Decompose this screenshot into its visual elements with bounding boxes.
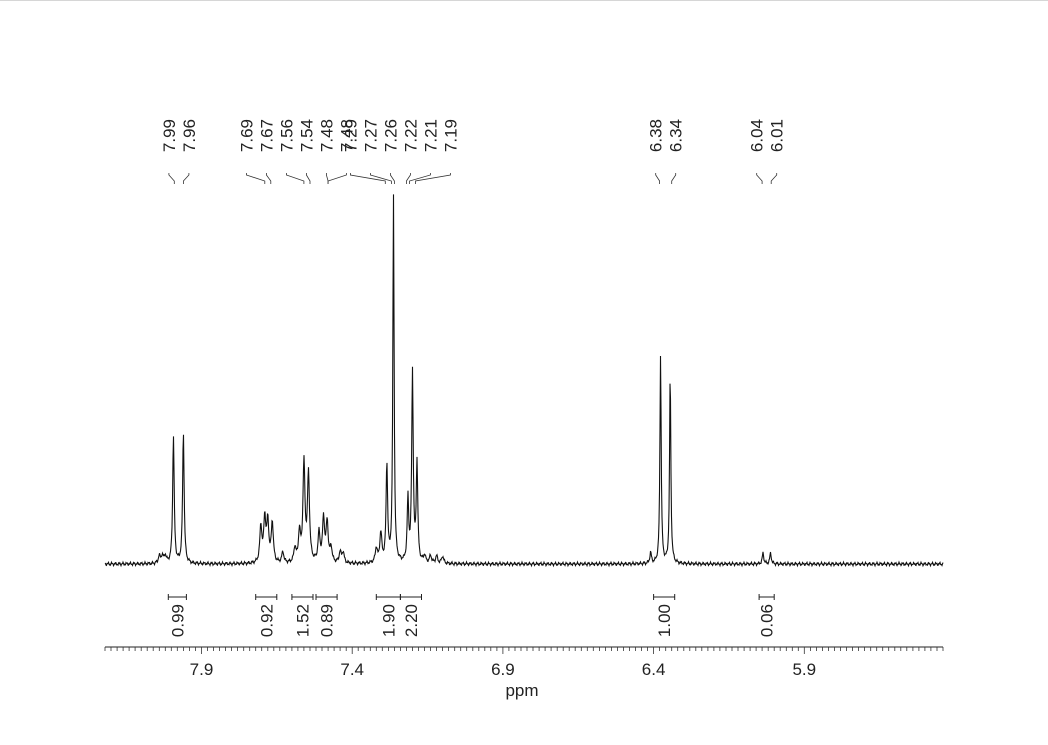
peak-label-connector bbox=[370, 173, 392, 184]
peak-label-connector bbox=[390, 173, 395, 184]
peak-label: 7.48 bbox=[337, 119, 356, 152]
x-tick-label: 7.9 bbox=[190, 660, 214, 679]
x-axis-label: ppm bbox=[505, 681, 538, 700]
peak-label: 7.19 bbox=[441, 119, 460, 152]
integral-bracket bbox=[375, 594, 401, 600]
x-tick-label: 6.4 bbox=[642, 660, 666, 679]
x-tick-label: 6.9 bbox=[491, 660, 515, 679]
peak-label-connector bbox=[246, 173, 266, 184]
integral-value: 0.99 bbox=[168, 604, 187, 637]
integral-bracket bbox=[315, 594, 338, 600]
x-axis: 7.9 7.4 6.9 6.4 5.9 bbox=[104, 646, 944, 679]
peak-label-connector bbox=[655, 173, 660, 184]
peak-label: 6.04 bbox=[748, 119, 767, 152]
peak-label: 7.96 bbox=[180, 119, 199, 152]
peak-label: 7.69 bbox=[237, 119, 256, 152]
integral-value: 0.89 bbox=[318, 604, 337, 637]
peak-label-connector bbox=[306, 173, 311, 184]
integral-bracket bbox=[653, 594, 676, 600]
peak-label: 7.67 bbox=[257, 119, 276, 152]
integral-bracket bbox=[167, 594, 187, 600]
peak-label-connector bbox=[770, 173, 778, 184]
integral-value: 2.20 bbox=[402, 604, 421, 637]
integral-group: 0.99 0.92 1.52 0.89 1.90 2.20 1.00 0.06 bbox=[167, 594, 777, 637]
x-tick-label: 5.9 bbox=[792, 660, 816, 679]
integral-bracket bbox=[399, 594, 422, 600]
peak-label: 7.48 bbox=[317, 119, 336, 152]
peak-label-connector bbox=[350, 173, 386, 184]
peak-label-connector bbox=[756, 173, 763, 184]
peak-label: 7.22 bbox=[401, 119, 420, 152]
peak-label: 6.01 bbox=[768, 119, 787, 152]
peak-label: 7.99 bbox=[160, 119, 179, 152]
peak-label-connector bbox=[183, 173, 190, 184]
peak-label-connector bbox=[168, 173, 175, 184]
peak-label-connector bbox=[406, 173, 411, 184]
integral-bracket bbox=[255, 594, 278, 600]
peak-label-connector bbox=[327, 173, 347, 184]
integral-value: 1.52 bbox=[293, 604, 312, 637]
peak-label: 7.26 bbox=[381, 119, 400, 152]
x-tick-label: 7.4 bbox=[340, 660, 364, 679]
spectrum-line bbox=[104, 194, 944, 568]
integral-value: 1.90 bbox=[379, 604, 398, 637]
peak-label-connector bbox=[286, 173, 305, 184]
peak-label: 6.38 bbox=[647, 119, 666, 152]
peak-label: 7.54 bbox=[297, 119, 316, 152]
peak-label: 6.34 bbox=[667, 119, 686, 152]
peak-label: 7.21 bbox=[421, 119, 440, 152]
peak-label-connector bbox=[409, 173, 431, 184]
peak-label-connector bbox=[415, 173, 451, 184]
peak-label: 7.56 bbox=[277, 119, 296, 152]
peak-label-group: 7.99 7.96 7.69 7.67 7.56 7.54 7.48 7.487.29 7.27… bbox=[160, 119, 787, 184]
integral-bracket bbox=[758, 594, 775, 600]
integral-value: 1.00 bbox=[655, 604, 674, 637]
integral-value: 0.06 bbox=[758, 604, 777, 637]
peak-label-connector bbox=[671, 173, 677, 184]
peak-label: 7.27 bbox=[361, 119, 380, 152]
peak-label-connector bbox=[266, 173, 272, 184]
spectrum-group bbox=[104, 194, 944, 568]
peak-label: 7.29 bbox=[341, 119, 360, 152]
integral-value: 0.92 bbox=[257, 604, 276, 637]
integral-bracket bbox=[291, 594, 314, 600]
